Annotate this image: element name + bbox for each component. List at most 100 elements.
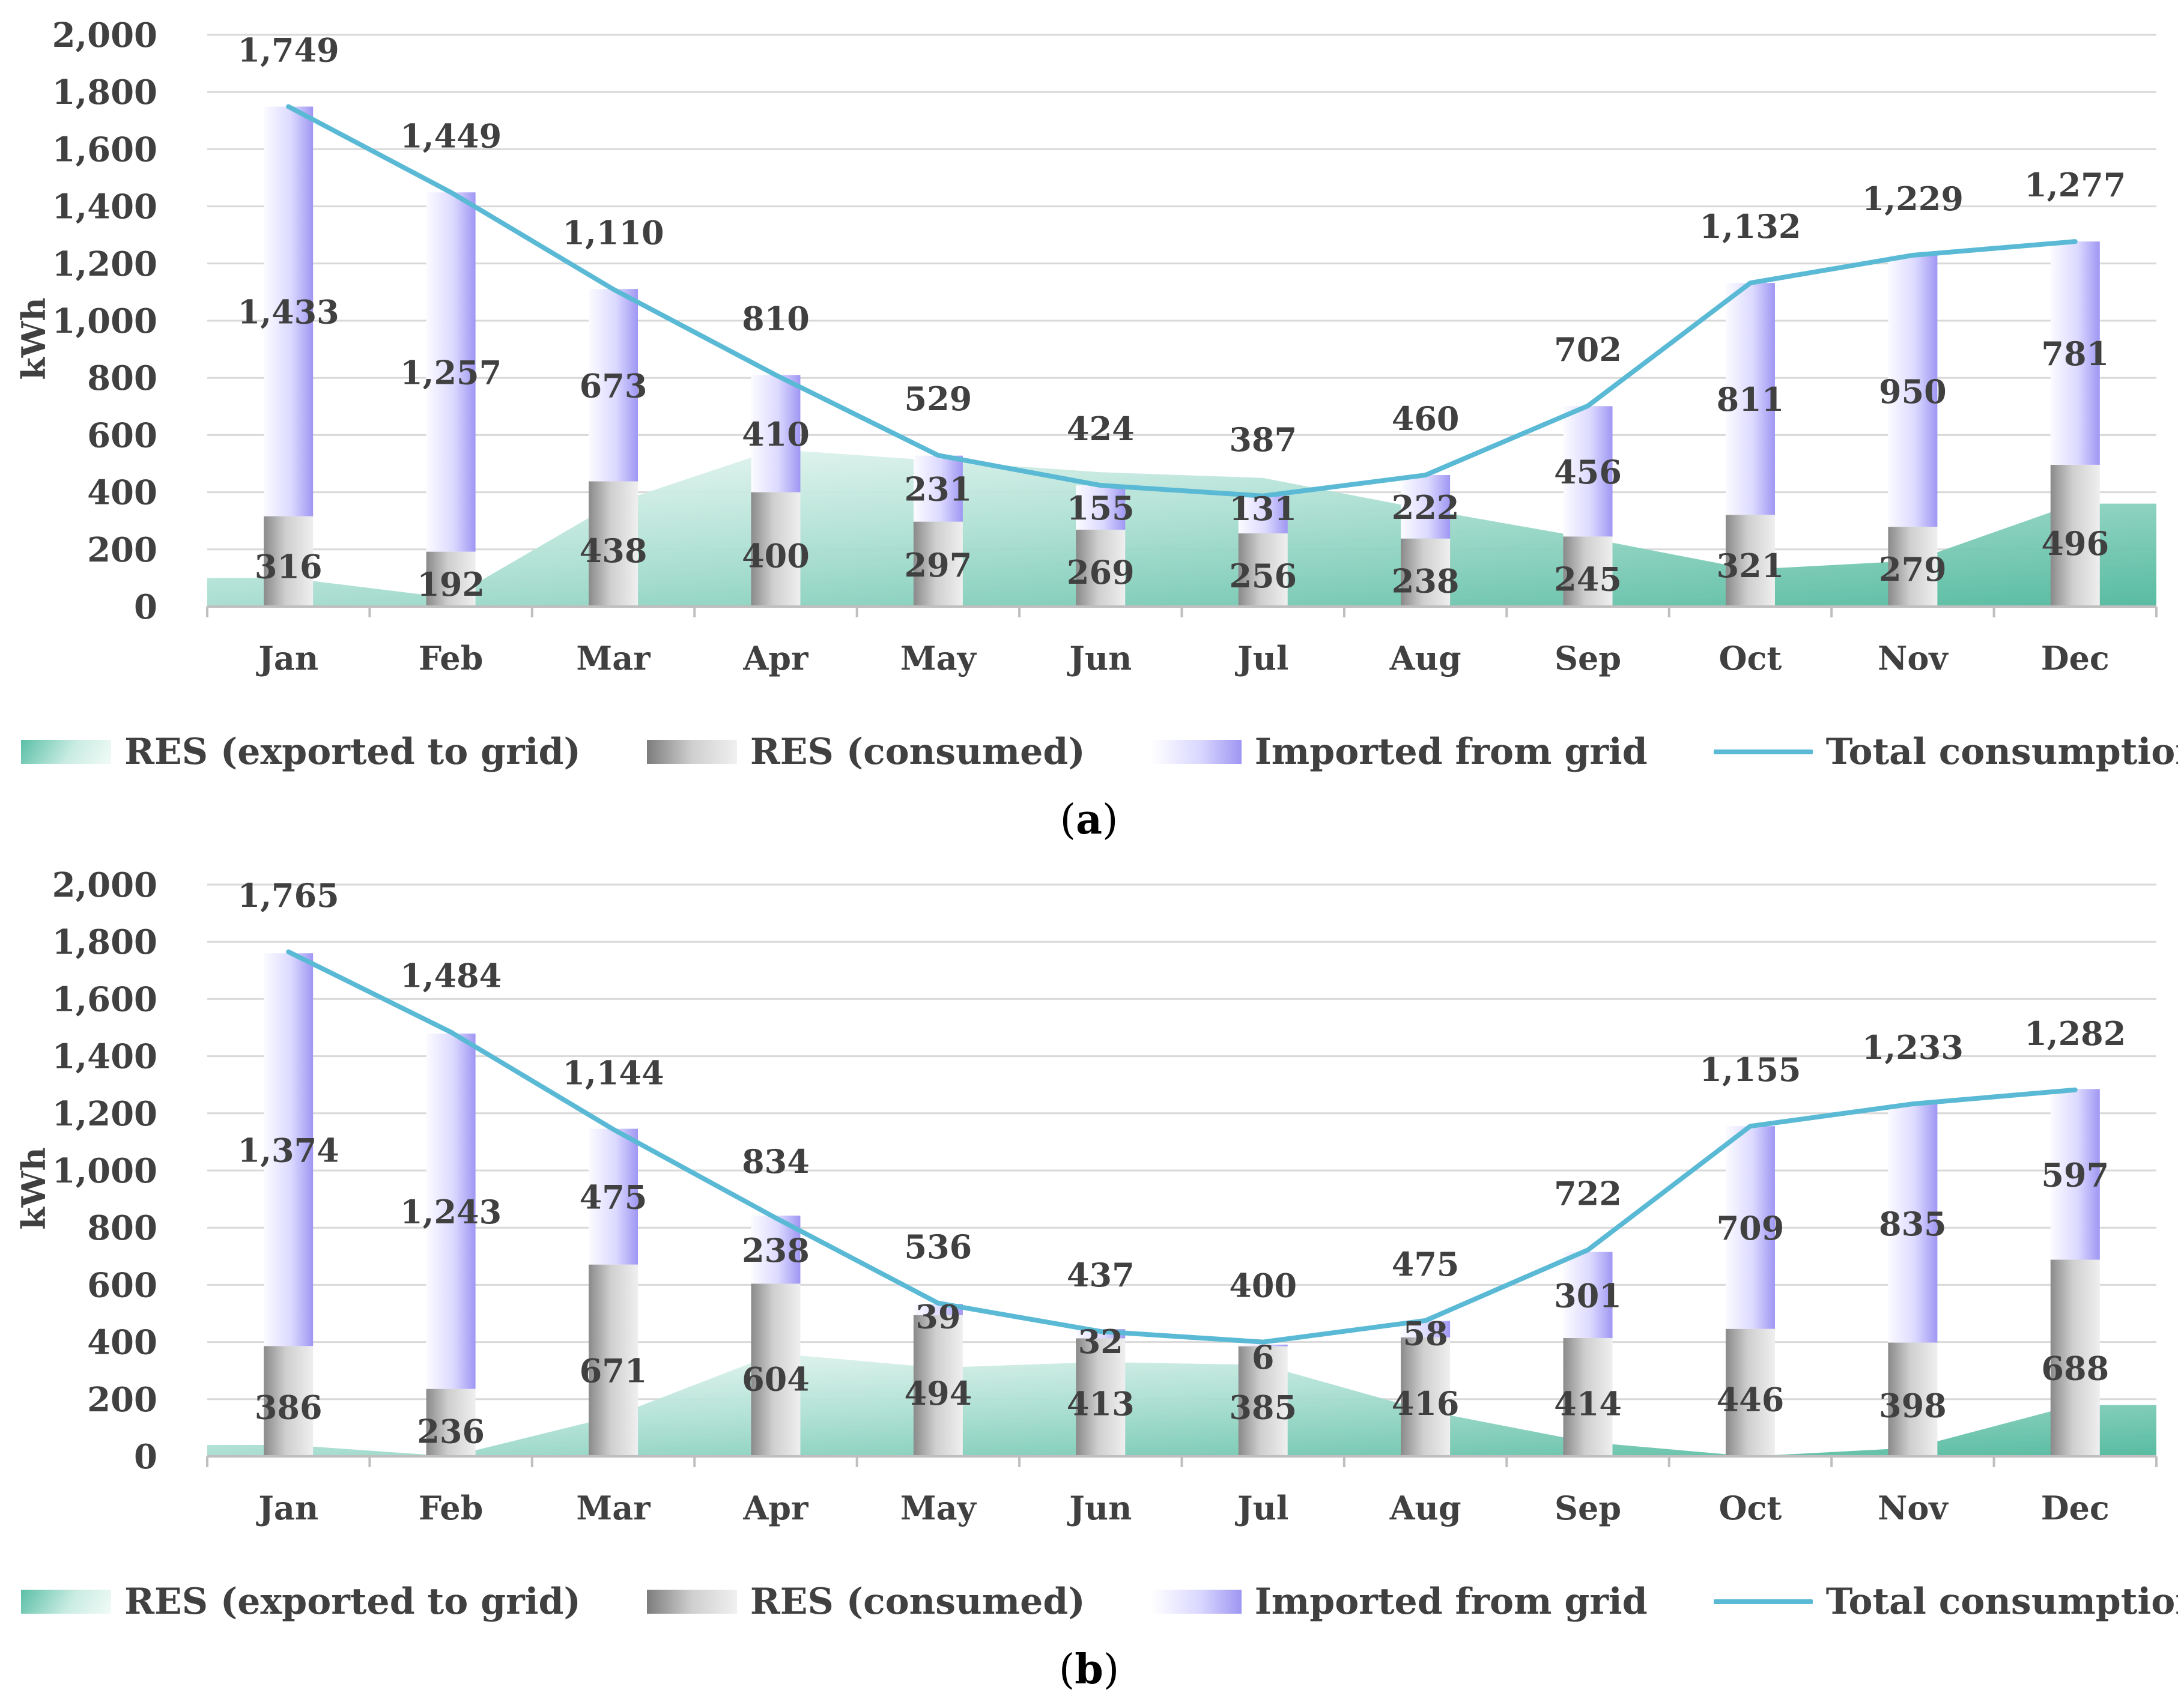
- y-tick-label: 400: [87, 473, 157, 513]
- x-tick-label: Mar: [576, 1489, 651, 1527]
- data-label-total: 475: [1392, 1245, 1460, 1283]
- data-label-consumed: 604: [742, 1360, 810, 1399]
- x-tick-label: Sep: [1555, 639, 1621, 677]
- legend-label-total: Total consumption: [1825, 731, 2178, 773]
- bar-consumed: [264, 516, 314, 607]
- bar-imported: [1401, 475, 1451, 539]
- legend-label-consumed: RES (consumed): [750, 731, 1085, 773]
- data-label-consumed: 494: [905, 1374, 972, 1413]
- data-label-consumed: 245: [1554, 560, 1622, 598]
- bar-consumed: [913, 1315, 963, 1456]
- y-tick-label: 200: [87, 1380, 157, 1420]
- data-label-total: 1,277: [2024, 166, 2126, 204]
- legend-label-consumed: RES (consumed): [750, 1581, 1085, 1623]
- legend-item-consumed: RES (consumed): [646, 731, 1085, 773]
- exported-area: [207, 449, 2156, 607]
- legend-item-exported: RES (exported to grid): [21, 731, 581, 773]
- data-label-consumed: 386: [255, 1388, 323, 1426]
- y-tick-label: 600: [87, 416, 157, 455]
- x-tick-label: Aug: [1389, 639, 1461, 677]
- legend-label-imported: Imported from grid: [1254, 1581, 1648, 1623]
- bar-imported: [913, 455, 963, 522]
- x-tick-label: Jul: [1235, 1489, 1288, 1527]
- data-label-imported: 131: [1229, 489, 1297, 528]
- data-label-consumed: 316: [255, 547, 323, 586]
- bar-consumed: [1563, 536, 1613, 607]
- x-tick-label: Nov: [1878, 1489, 1949, 1527]
- data-label-imported: 32: [1078, 1322, 1123, 1361]
- data-label-total: 810: [742, 299, 810, 338]
- y-tick-label: 1,200: [52, 244, 157, 284]
- bar-consumed: [1076, 1338, 1126, 1456]
- legend-label-total: Total consumption: [1825, 1581, 2178, 1623]
- bar-consumed: [1076, 529, 1126, 607]
- data-label-consumed: 269: [1067, 553, 1135, 592]
- bar-imported: [264, 953, 314, 1346]
- y-tick-label: 1,600: [52, 980, 157, 1019]
- bar-imported: [1076, 485, 1126, 530]
- x-tick-label: Dec: [2041, 1489, 2110, 1527]
- x-tick-label: Jun: [1067, 639, 1132, 677]
- x-tick-label: Jan: [256, 1489, 318, 1527]
- legend-swatch-consumed: [646, 1590, 737, 1614]
- legend-swatch-exported: [21, 1590, 112, 1614]
- data-label-total: 387: [1229, 420, 1297, 459]
- data-label-total: 1,144: [562, 1053, 664, 1092]
- data-label-consumed: 321: [1717, 547, 1785, 585]
- data-label-imported: 58: [1403, 1314, 1448, 1352]
- legend-swatch-imported: [1151, 1590, 1242, 1614]
- bar-imported: [426, 1033, 476, 1389]
- bar-consumed: [1888, 527, 1938, 607]
- data-label-total: 1,449: [400, 117, 502, 155]
- legend-item-exported: RES (exported to grid): [21, 1581, 581, 1623]
- y-tick-label: 2,000: [52, 865, 157, 905]
- x-tick-label: Oct: [1719, 639, 1782, 677]
- data-label-imported: 811: [1717, 380, 1785, 419]
- data-label-imported: 1,374: [238, 1131, 339, 1169]
- y-tick-label: 1,400: [52, 1037, 157, 1077]
- bar-imported: [1888, 1104, 1938, 1343]
- bar-consumed: [426, 551, 476, 607]
- bar-imported: [1563, 406, 1613, 537]
- data-label-total: 1,110: [562, 214, 664, 252]
- data-label-total: 1,132: [1699, 207, 1801, 246]
- data-label-imported: 410: [742, 415, 810, 453]
- data-label-imported: 1,243: [400, 1193, 502, 1231]
- bar-consumed: [589, 481, 639, 607]
- legend-label-imported: Imported from grid: [1254, 731, 1648, 773]
- data-label-imported: 709: [1717, 1209, 1785, 1247]
- bar-consumed: [1725, 1328, 1775, 1456]
- x-tick-label: Dec: [2041, 639, 2110, 677]
- x-tick-label: Feb: [419, 639, 484, 677]
- data-label-imported: 238: [742, 1231, 810, 1270]
- data-label-total: 1,765: [238, 876, 339, 915]
- bar-consumed: [913, 521, 963, 607]
- y-tick-label: 0: [134, 587, 157, 627]
- bar-consumed: [2050, 464, 2100, 607]
- x-tick-label: Oct: [1719, 1489, 1782, 1527]
- legend-swatch-consumed: [646, 740, 737, 764]
- x-tick-label: Apr: [742, 1489, 808, 1527]
- y-tick-label: 1,000: [52, 1151, 157, 1191]
- legend-item-imported: Imported from grid: [1151, 1581, 1648, 1623]
- data-label-consumed: 297: [905, 546, 972, 584]
- legend-b: RES (exported to grid) RES (consumed) Im…: [21, 1572, 2178, 1632]
- chart-a: 0 200 400 600 800 1,000 1,200 1,400 1,600 1,800 2,…: [14, 16, 2158, 677]
- data-label-consumed: 400: [742, 536, 810, 575]
- y-tick-label: 200: [87, 530, 157, 570]
- y-tick-label: 600: [87, 1265, 157, 1305]
- legend-swatch-total: [1713, 750, 1813, 754]
- panel-letter-b: b: [1075, 1646, 1103, 1694]
- data-label-imported: 781: [2041, 335, 2109, 373]
- data-label-imported: 39: [915, 1297, 960, 1336]
- bar-imported: [1725, 283, 1775, 515]
- legend-label-exported: RES (exported to grid): [124, 1581, 581, 1623]
- bar-imported: [751, 375, 801, 492]
- bar-consumed: [1401, 538, 1451, 607]
- data-label-consumed: 438: [580, 531, 648, 570]
- legend-swatch-total: [1713, 1599, 1813, 1604]
- panel-label-a: (a): [1060, 796, 1118, 844]
- data-label-total: 834: [742, 1142, 810, 1181]
- y-tick-label: 1,000: [52, 301, 157, 341]
- bar-imported: [1725, 1126, 1775, 1329]
